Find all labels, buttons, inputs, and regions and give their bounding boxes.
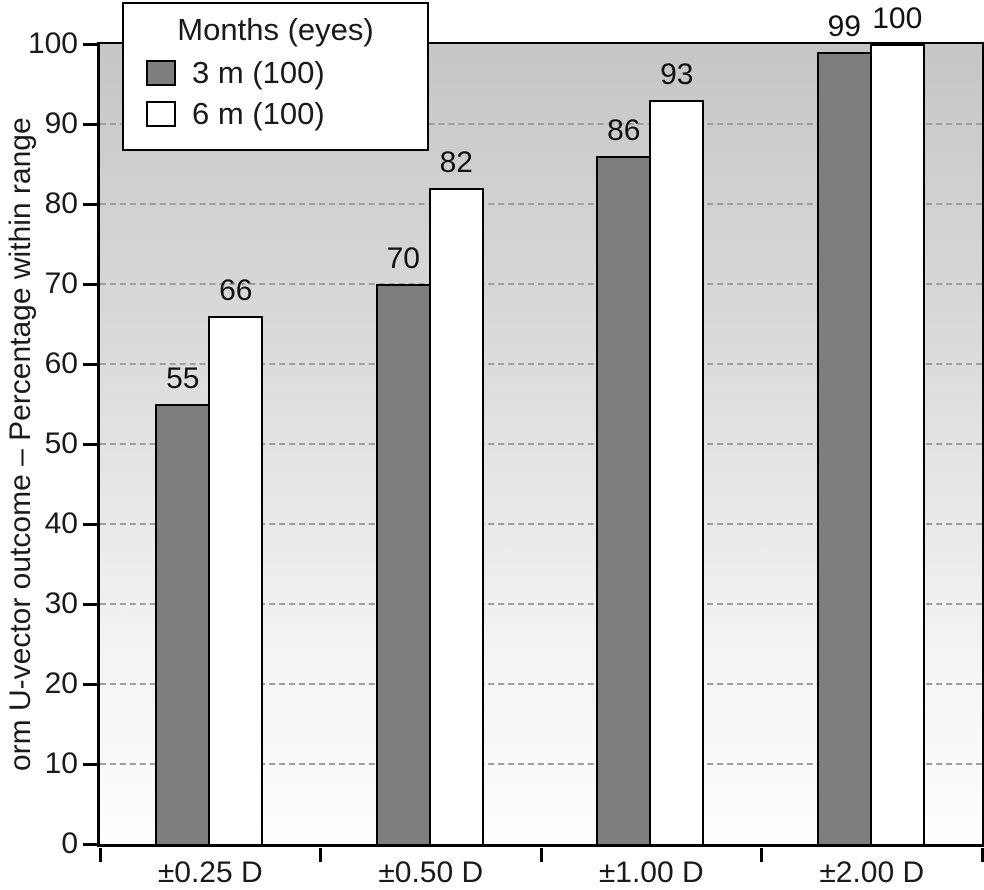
bar-value-label: 86 [607,114,641,147]
bar-series2-±1.00 D [649,100,705,844]
bar-series1-±2.00 D [816,52,872,844]
y-tick-label-70: 70 [44,267,78,300]
bar-value-label: 93 [660,58,694,91]
y-tick-label-50: 50 [44,427,78,460]
y-tick-mark [83,362,97,366]
bar-value-label: 82 [439,146,473,179]
bar-value-label: 55 [166,362,200,395]
y-tick-mark [83,442,97,446]
y-tick-mark [83,842,97,846]
y-tick-mark [83,282,97,286]
gridline-80 [100,203,982,205]
x-axis-label: ±1.00 D [598,856,704,889]
x-axis-label: ±0.25 D [157,856,263,889]
y-tick-label-100: 100 [27,27,78,60]
bar-value-label: 100 [872,2,923,35]
x-tick-mark [98,848,102,862]
legend-title: Months (eyes) [177,12,374,47]
y-tick-label-90: 90 [44,107,78,140]
y-tick-mark [83,202,97,206]
y-tick-label-20: 20 [44,667,78,700]
y-tick-mark [83,522,97,526]
y-tick-label-40: 40 [44,507,78,540]
y-tick-label-0: 0 [61,827,78,860]
gridline-60 [100,363,982,365]
gridline-30 [100,603,982,605]
gridline-10 [100,763,982,765]
y-tick-label-60: 60 [44,347,78,380]
legend-swatch-2 [146,101,176,127]
y-tick-label-30: 30 [44,587,78,620]
gridline-20 [100,683,982,685]
legend: Months (eyes) 3 m (100) 6 m (100) [122,2,429,151]
gridline-70 [100,283,982,285]
y-tick-mark [83,42,97,46]
bar-value-label: 66 [219,274,253,307]
y-tick-mark [83,682,97,686]
bar-series2-±0.25 D [208,316,264,844]
x-tick-mark [760,848,763,862]
gridline-90 [100,123,982,125]
x-axis-label: ±2.00 D [819,856,925,889]
bar-series1-±1.00 D [596,156,652,844]
y-tick-mark [83,122,97,126]
y-tick-mark [83,762,97,766]
gridline-40 [100,523,982,525]
x-tick-mark [980,848,984,862]
x-axis-label: ±0.50 D [378,856,484,889]
bar-series2-±0.50 D [428,188,484,844]
gridline-50 [100,443,982,445]
legend-swatch-1 [146,60,176,86]
legend-items: 3 m (100) 6 m (100) [124,57,427,130]
y-tick-label-10: 10 [44,747,78,780]
bar-value-label: 70 [386,242,420,275]
plot-area: 55 66 70 82 86 93 99 100 [97,4,984,847]
x-tick-mark [319,848,322,862]
bar-series2-±2.00 D [869,44,925,844]
legend-item-1: 3 m (100) [124,57,427,89]
legend-item-label: 6 m (100) [192,96,325,131]
legend-item-label: 3 m (100) [192,55,325,90]
x-tick-mark [539,848,543,862]
legend-item-2: 6 m (100) [124,98,427,130]
y-tick-label-80: 80 [44,187,78,220]
bar-value-label: 99 [827,10,861,43]
bar-series1-±0.25 D [155,404,211,844]
y-tick-mark [83,602,97,606]
bar-series1-±0.50 D [375,284,431,844]
